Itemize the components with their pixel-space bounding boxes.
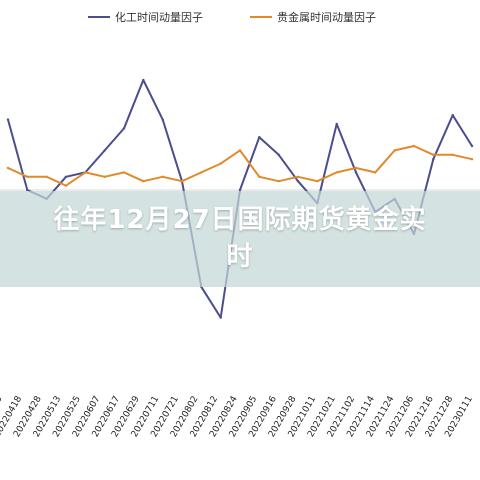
series-1-point xyxy=(470,158,474,161)
series-1-point xyxy=(180,180,184,183)
series-1-point xyxy=(103,175,106,178)
series-0-point xyxy=(335,122,338,126)
chart-legend: 化工时间动量因子 贵金属时间动量因子 xyxy=(88,10,376,24)
series-1-point xyxy=(238,149,242,152)
series-1-point xyxy=(374,171,377,174)
series-0-point xyxy=(354,171,358,174)
series-1-point xyxy=(45,175,48,178)
series-1-point xyxy=(354,166,358,170)
series-1-point xyxy=(26,175,29,178)
series-0-point xyxy=(64,175,68,178)
series-0-point xyxy=(277,153,280,156)
series-1-point xyxy=(451,153,454,156)
series-0-point xyxy=(219,316,222,319)
series-1-point xyxy=(296,175,300,178)
series-1-point xyxy=(64,184,68,187)
series-1-point xyxy=(258,175,261,178)
series-1-point xyxy=(84,171,87,174)
series-0-point xyxy=(470,144,474,148)
series-1-point xyxy=(219,162,222,165)
series-0-point xyxy=(432,158,435,161)
legend-label-chemical: 化工时间动量因子 xyxy=(115,10,203,24)
legend-label-precious-metals: 贵金属时间动量因子 xyxy=(277,10,376,24)
series-1-point xyxy=(393,149,396,152)
series-1-point xyxy=(316,180,319,183)
series-1-point xyxy=(122,171,126,174)
series-1-point xyxy=(200,171,203,174)
series-0-point xyxy=(451,114,454,117)
series-0-point xyxy=(238,188,242,192)
series-0-point xyxy=(296,180,300,183)
series-0-point xyxy=(103,149,106,152)
series-0-point xyxy=(26,188,29,192)
series-0-point xyxy=(258,136,261,139)
series-1-point xyxy=(6,166,10,170)
series-0-point xyxy=(142,78,145,82)
series-1-point xyxy=(142,180,145,183)
series-line-1 xyxy=(7,145,473,187)
series-1-point xyxy=(412,144,416,148)
series-1-point xyxy=(432,153,435,156)
series-1-point xyxy=(161,175,164,178)
series-0-point xyxy=(6,118,10,121)
banner-title: 往年12月27日国际期货黄金实时 xyxy=(53,205,427,272)
series-0-point xyxy=(161,118,164,121)
series-1-point xyxy=(335,171,338,174)
x-axis-ticks: 2022040620220418202204282022051320220525… xyxy=(0,394,475,439)
series-1-point xyxy=(277,180,280,183)
title-banner: 往年12月27日国际期货黄金实时 xyxy=(0,191,480,287)
series-0-point xyxy=(122,127,126,130)
